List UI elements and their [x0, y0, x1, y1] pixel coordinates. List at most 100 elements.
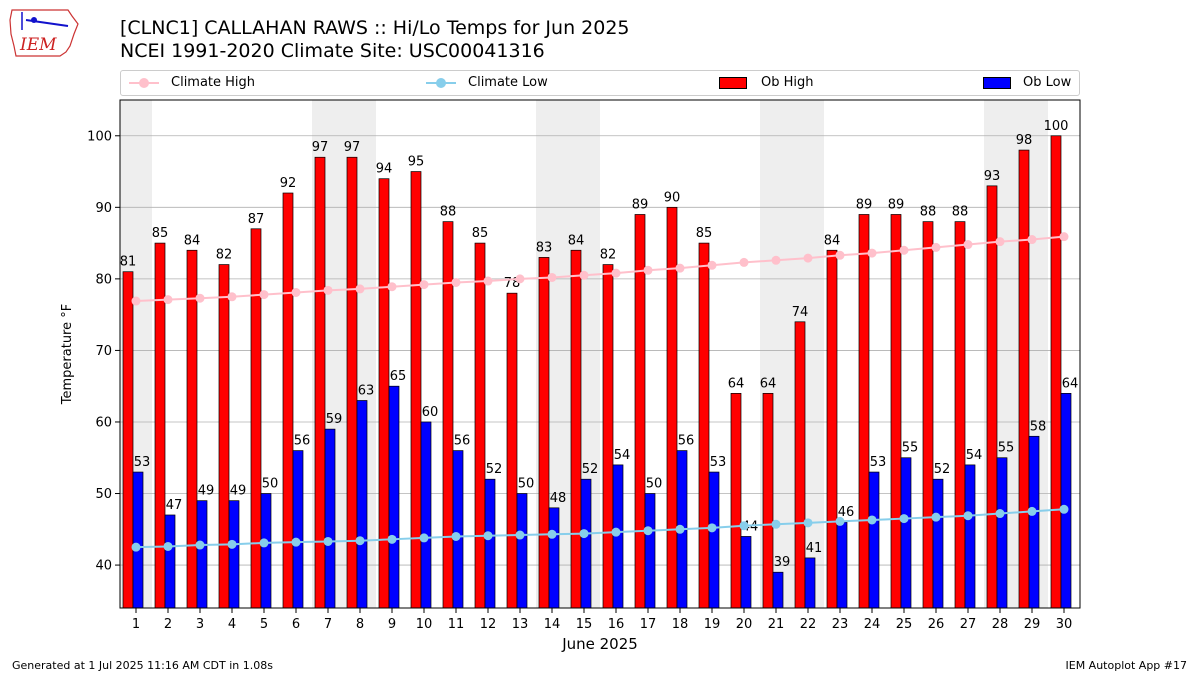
climate-high-point: [963, 240, 973, 250]
climate-high-point: [611, 268, 621, 278]
climate-low-point: [291, 537, 301, 547]
climate-low-point: [1027, 506, 1037, 516]
generated-timestamp: Generated at 1 Jul 2025 11:16 AM CDT in …: [12, 659, 273, 672]
x-axis-label: June 2025: [561, 635, 638, 653]
x-tick-label: 25: [896, 617, 913, 632]
chart-title: [CLNC1] CALLAHAN RAWS :: Hi/Lo Temps for…: [120, 17, 630, 39]
climate-low-point: [547, 529, 557, 539]
x-tick-label: 9: [388, 617, 396, 632]
x-tick-label: 28: [992, 617, 1009, 632]
ob-high-label: 84: [568, 233, 585, 248]
ob-high-bar: [666, 206, 678, 609]
climate-low-point: [259, 538, 269, 548]
climate-high-point: [899, 245, 909, 255]
climate-low-point: [899, 514, 909, 524]
climate-high-point: [739, 257, 749, 267]
x-tick-label: 21: [768, 617, 785, 632]
ob-low-label: 53: [710, 455, 727, 470]
x-tick-label: 11: [448, 617, 465, 632]
climate-high-point: [227, 292, 237, 302]
ob-low-label: 56: [294, 434, 311, 449]
ob-low-bar: [420, 421, 432, 609]
x-tick-label: 22: [800, 617, 817, 632]
climate-high-point: [1027, 235, 1037, 245]
ob-high-bar: [634, 214, 646, 609]
ob-low-label: 53: [134, 455, 151, 470]
ob-low-bar: [196, 500, 208, 609]
ob-low-label: 52: [486, 462, 503, 477]
climate-low-point: [963, 511, 973, 521]
ob-high-label: 82: [600, 248, 617, 263]
climate-low-point: [771, 519, 781, 529]
ob-high-label: 92: [280, 176, 297, 191]
ob-high-bar: [698, 242, 710, 609]
climate-high-line: [135, 235, 1065, 303]
climate-high-point: [931, 242, 941, 252]
climate-high-point: [451, 277, 461, 287]
x-tick-label: 8: [356, 617, 364, 632]
ob-low-bar: [836, 521, 848, 609]
x-tick-label: 19: [704, 617, 721, 632]
ob-high-label: 85: [472, 226, 489, 241]
x-tick-label: 10: [416, 617, 433, 632]
chart-legend: Climate High Climate Low Ob High Ob Low: [120, 70, 1080, 96]
ob-low-label: 47: [166, 498, 183, 513]
svg-text:IEM: IEM: [19, 35, 57, 55]
climate-low-point: [515, 530, 525, 540]
ob-low-swatch-icon: [983, 77, 1011, 89]
climate-high-point: [867, 248, 877, 258]
climate-high-point: [131, 296, 141, 306]
app-credit: IEM Autoplot App #17: [1065, 659, 1188, 672]
ob-high-label: 89: [632, 197, 649, 212]
ob-low-label: 52: [582, 462, 599, 477]
climate-low-line: [135, 508, 1065, 549]
ob-high-bar: [954, 221, 966, 609]
ob-low-label: 54: [614, 448, 631, 463]
climate-low-point: [995, 509, 1005, 519]
climate-low-point: [163, 541, 173, 551]
ob-high-label: 64: [728, 376, 745, 391]
x-tick-label: 17: [640, 617, 657, 632]
climate-high-point: [195, 293, 205, 303]
ob-low-bar: [228, 500, 240, 609]
climate-low-point: [419, 533, 429, 543]
ob-low-bar: [388, 385, 400, 609]
y-tick-label: 50: [95, 487, 112, 502]
ob-low-label: 64: [1062, 376, 1079, 391]
x-tick-label: 7: [324, 617, 332, 632]
x-tick-label: 3: [196, 617, 204, 632]
ob-high-bar: [314, 156, 326, 609]
ob-low-label: 46: [838, 505, 855, 520]
ob-high-label: 88: [920, 205, 937, 220]
ob-high-label: 89: [888, 197, 905, 212]
climate-low-marker-icon: [436, 78, 446, 88]
ob-low-bar: [932, 478, 944, 609]
legend-label: Climate High: [171, 75, 256, 90]
climate-high-point: [323, 285, 333, 295]
ob-low-bar: [452, 450, 464, 609]
climate-high-point: [259, 290, 269, 300]
x-tick-label: 2: [164, 617, 172, 632]
x-tick-label: 26: [928, 617, 945, 632]
ob-high-label: 98: [1016, 133, 1033, 148]
ob-low-bar: [644, 493, 656, 609]
ob-low-bar: [804, 557, 816, 609]
ob-high-swatch-icon: [719, 77, 747, 89]
x-tick-label: 23: [832, 617, 849, 632]
climate-low-point: [131, 542, 141, 552]
climate-high-point: [579, 270, 589, 280]
ob-low-bar: [292, 450, 304, 609]
ob-high-bar: [762, 393, 774, 609]
ob-high-bar: [122, 271, 134, 609]
climate-high-point: [291, 287, 301, 297]
ob-high-label: 88: [440, 205, 457, 220]
climate-low-point: [707, 523, 717, 533]
x-tick-label: 16: [608, 617, 625, 632]
y-tick-label: 70: [95, 344, 112, 359]
ob-low-label: 39: [774, 555, 791, 570]
climate-high-point: [995, 237, 1005, 247]
climate-low-point: [355, 536, 365, 546]
ob-high-bar: [730, 393, 742, 609]
ob-high-bar: [218, 264, 230, 609]
